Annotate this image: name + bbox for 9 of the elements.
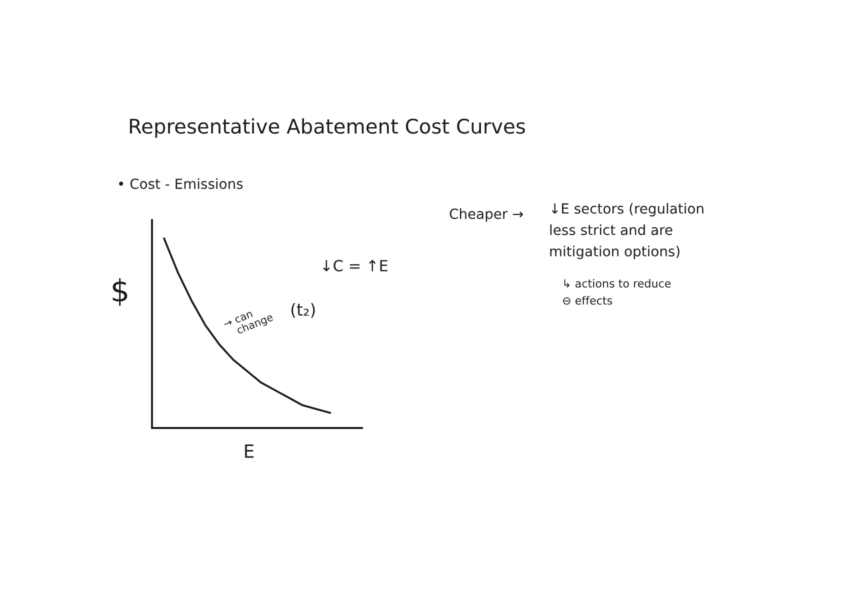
- y-axis-title: $: [112, 278, 128, 306]
- x-axis-title: E: [245, 444, 254, 458]
- text: ↓E sectors (regulation less strict and are mitigation options): [550, 203, 704, 260]
- annotation: ↓C = ↑E: [323, 260, 388, 272]
- text: Cheaper →: [450, 208, 523, 222]
- text: ↳ actions to reduce ⊖ effects: [563, 279, 671, 305]
- annotation: (t₂): [291, 302, 315, 318]
- chart-subtitle: • Cost - Emissions: [119, 178, 243, 190]
- chart-title: Representative Abatement Cost Curves: [130, 118, 525, 138]
